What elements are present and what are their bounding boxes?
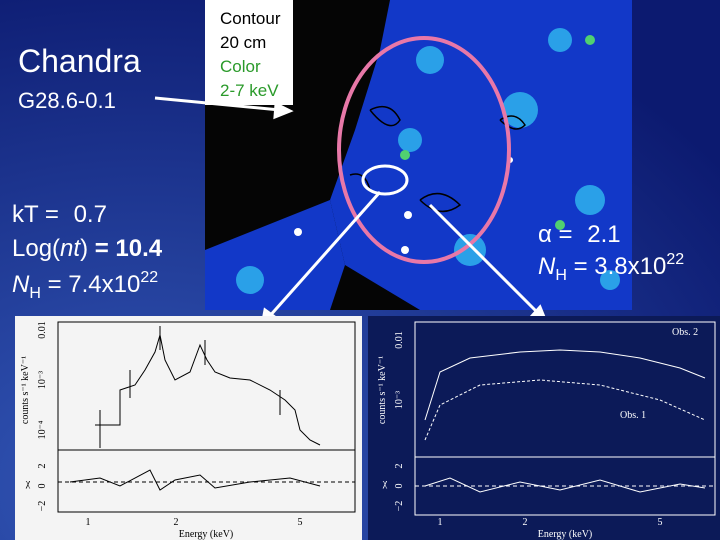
x-tick-label: 5 <box>298 517 303 528</box>
resid-label: χ <box>382 478 388 489</box>
left-spectrum <box>15 316 362 540</box>
legend-text: Contour <box>220 9 281 28</box>
y-tick-label: 10⁻³ <box>37 371 48 389</box>
legend-text: Color <box>220 57 261 76</box>
label: N <box>12 271 30 298</box>
y-axis-label: counts s⁻¹ keV⁻¹ <box>20 356 31 424</box>
x-axis-label: Energy (keV) <box>179 529 234 540</box>
label: α = <box>538 221 579 248</box>
value: = 3.8x10 <box>567 253 666 280</box>
subtitle: G28.6-0.1 <box>18 88 116 113</box>
nh: NH = 7.4x1022 <box>12 269 158 302</box>
label: Log( <box>12 235 60 262</box>
value: 0.7 <box>74 201 107 228</box>
xray-image <box>205 0 632 310</box>
label: H <box>555 267 567 284</box>
label: kT = <box>12 201 66 228</box>
x-tick-label: 1 <box>438 517 443 528</box>
label: nt <box>60 235 81 262</box>
resid-tick-label: 2 <box>37 464 48 469</box>
resid-tick-label: 0 <box>37 484 48 489</box>
resid-tick-label: −2 <box>37 501 48 512</box>
x-tick-label: 5 <box>658 517 663 528</box>
value: = 7.4x10 <box>41 271 140 298</box>
value: 22 <box>666 251 684 268</box>
x-tick-label: 2 <box>523 517 528 528</box>
x-tick-label: 1 <box>86 517 91 528</box>
label: ) <box>80 235 88 262</box>
lognt: Log(nt) = 10.4 <box>12 235 163 262</box>
label: N <box>538 253 556 280</box>
legend-text: 20 cm <box>220 33 266 52</box>
y-tick-label: 10⁻⁴ <box>37 420 48 439</box>
resid-tick-label: 0 <box>394 484 405 489</box>
resid-label: χ <box>25 478 31 489</box>
y-tick-label: 10⁻³ <box>394 391 405 409</box>
x-tick-label: 2 <box>174 517 179 528</box>
legend-text: Obs. 2 <box>672 327 698 338</box>
nh: NH = 3.8x1022 <box>538 251 684 284</box>
y-axis-label: counts s⁻¹ keV⁻¹ <box>377 356 388 424</box>
label: H <box>29 285 41 302</box>
value: 2.1 <box>587 221 620 248</box>
legend-text: Obs. 1 <box>620 410 646 421</box>
resid-tick-label: 2 <box>394 464 405 469</box>
alpha: α = 2.1 <box>538 221 621 248</box>
value: = 10.4 <box>88 235 163 262</box>
value: 22 <box>140 269 158 286</box>
y-tick-label: 0.01 <box>37 321 48 339</box>
title: Chandra <box>18 43 141 79</box>
y-tick-label: 0.01 <box>394 331 405 349</box>
x-axis-label: Energy (keV) <box>538 529 593 540</box>
kt: kT = 0.7 <box>12 201 107 228</box>
resid-tick-label: −2 <box>394 501 405 512</box>
right-spectrum <box>368 316 720 540</box>
legend-text: 2-7 keV <box>220 81 279 100</box>
